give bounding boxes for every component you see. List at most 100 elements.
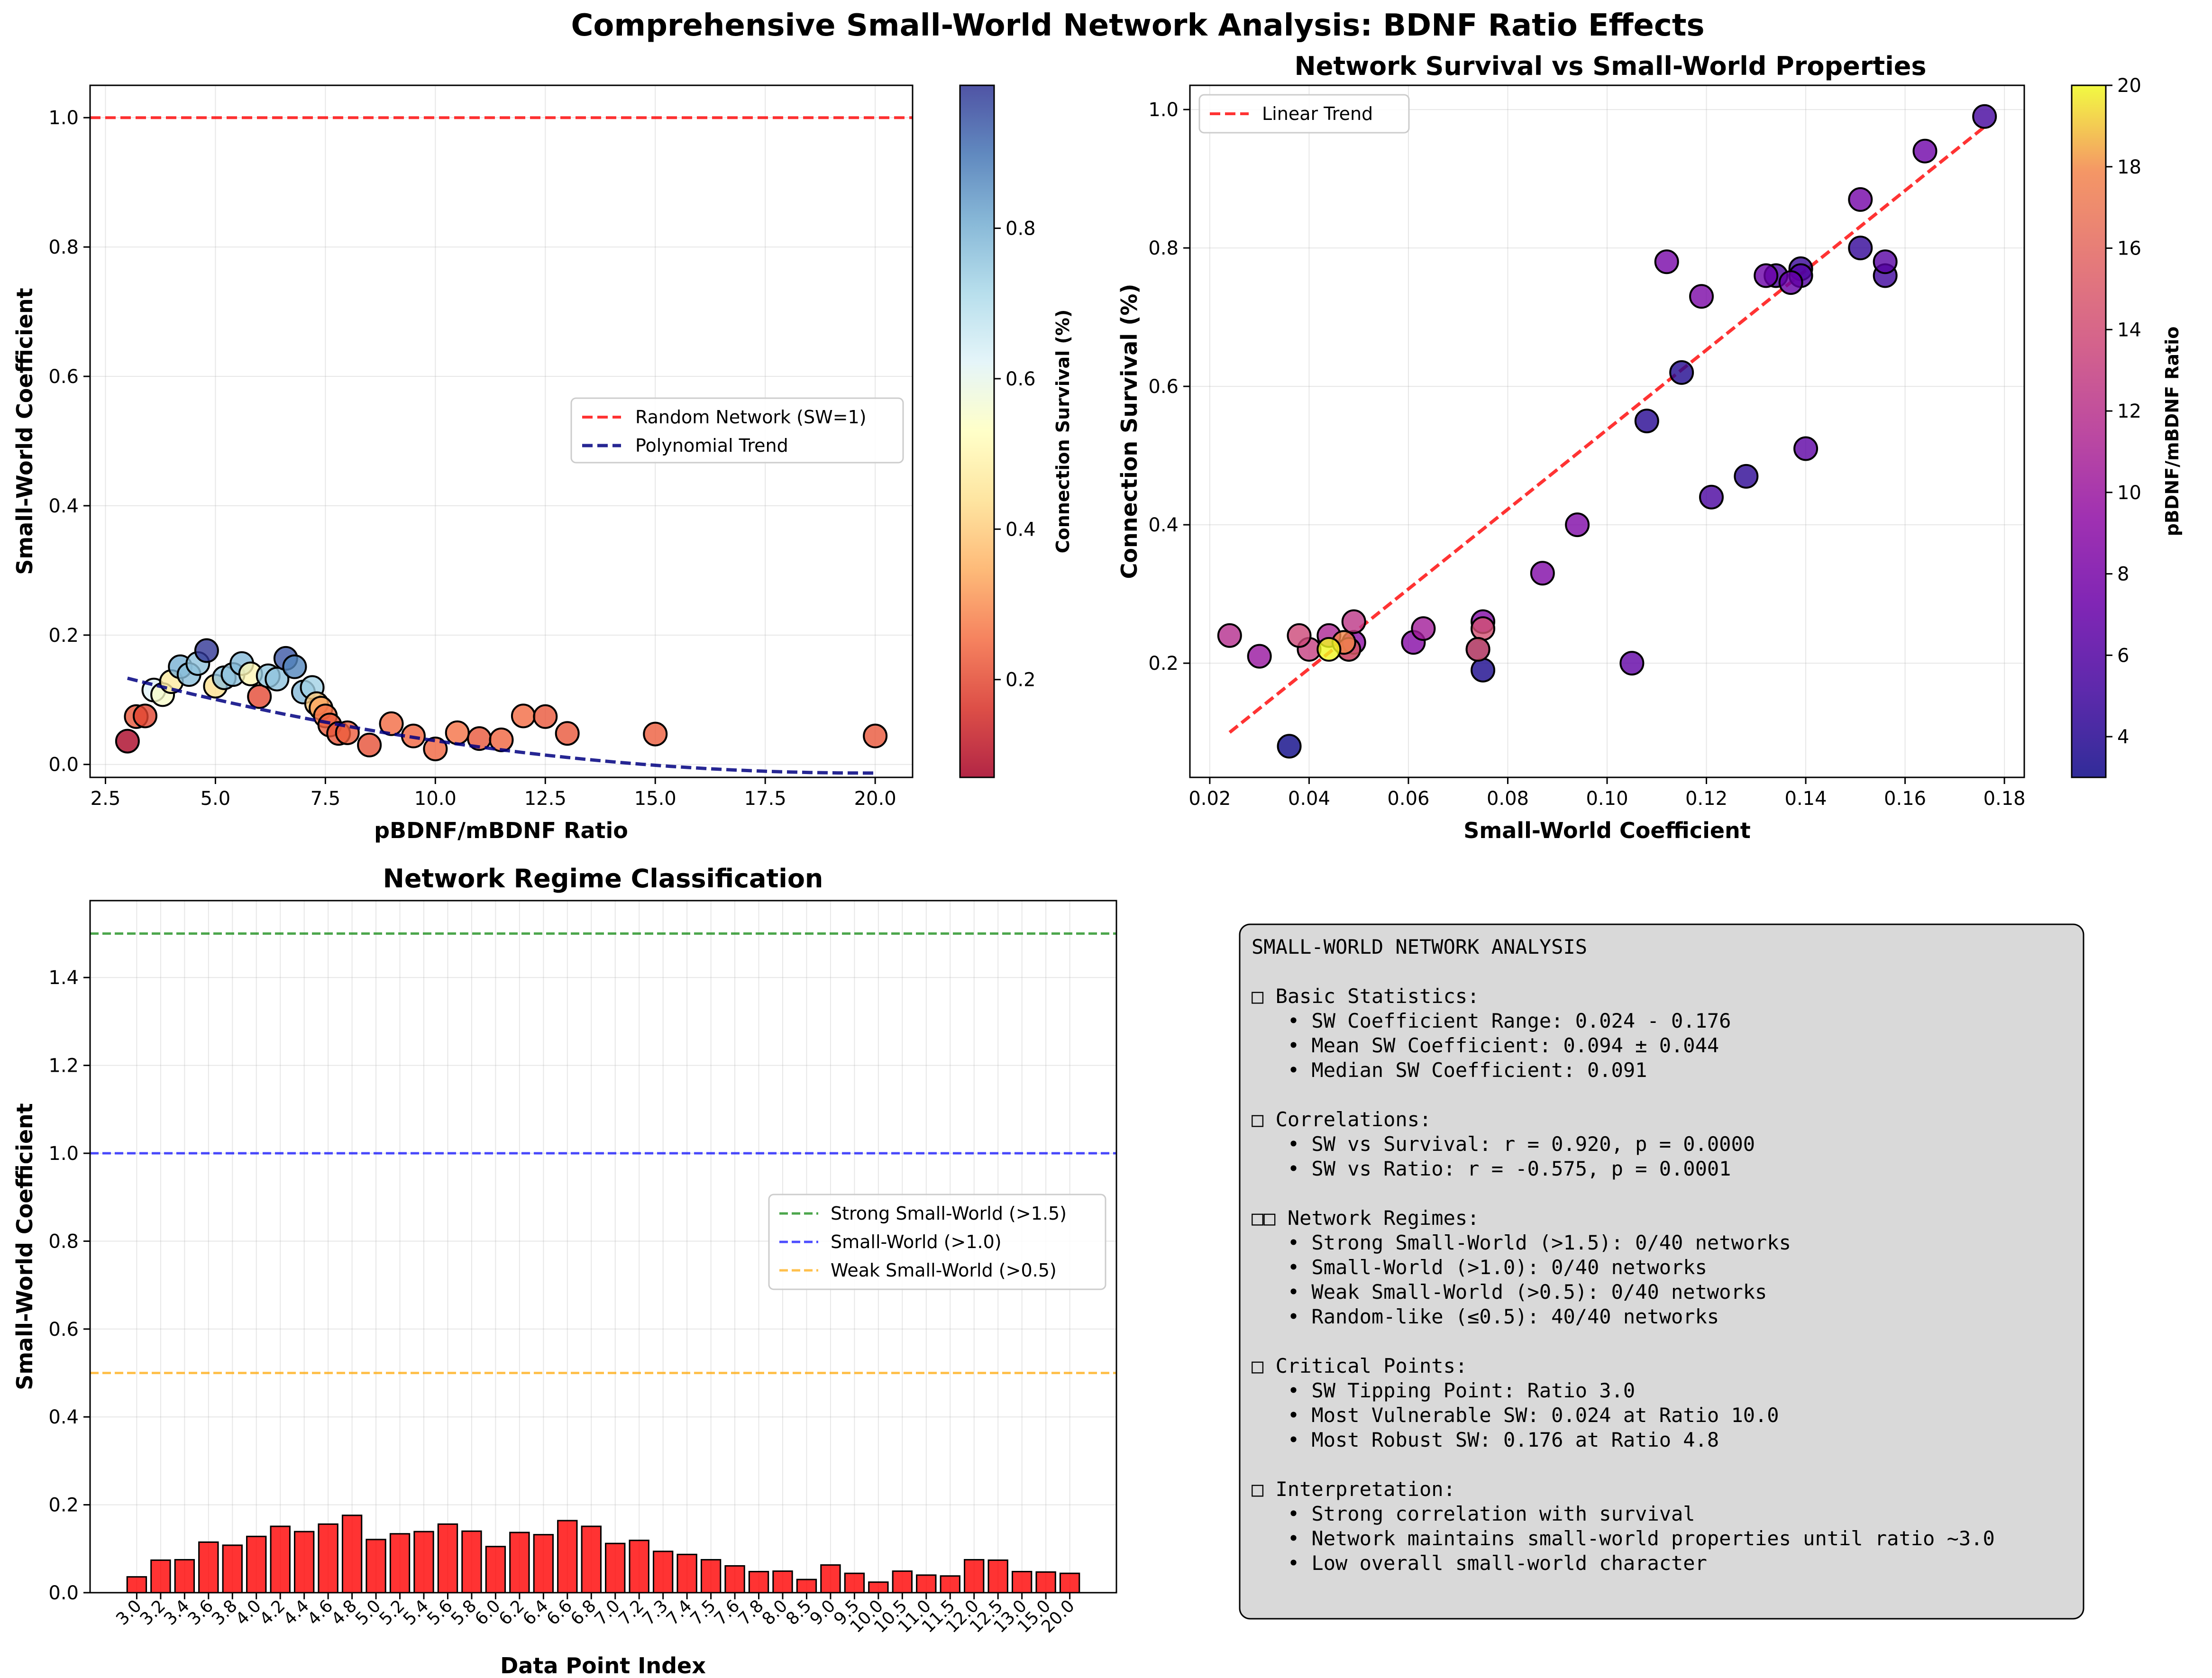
summary-line: • SW Tipping Point: Ratio 3.0 — [1252, 1379, 1635, 1402]
y-tick-label: 1.0 — [1148, 99, 1179, 121]
panel3-legend: Strong Small-World (>1.5) Small-World (>1… — [768, 1194, 1106, 1290]
bar — [844, 1572, 865, 1594]
panel1-legend: Random Network (SW=1) Polynomial Trend — [570, 397, 904, 464]
y-tick-label: 0.0 — [48, 1582, 79, 1604]
data-point — [1848, 187, 1873, 212]
panel1-x-label: pBDNF/mBDNF Ratio — [374, 818, 628, 843]
summary-line: • Network maintains small-world properti… — [1252, 1527, 1995, 1550]
colorbar-tick-label: 6 — [2117, 645, 2129, 666]
y-tick-label: 1.4 — [48, 967, 79, 989]
y-tick-label: 0.0 — [48, 754, 79, 776]
summary-line: • SW Coefficient Range: 0.024 - 0.176 — [1252, 1009, 1731, 1032]
data-point — [1277, 734, 1302, 759]
y-tick-label: 0.4 — [1148, 514, 1179, 536]
summary-line: □ Basic Statistics: — [1252, 985, 1479, 1008]
bar — [533, 1534, 554, 1594]
summary-line: □ Correlations: — [1252, 1108, 1431, 1131]
colorbar-tick-label: 12 — [2117, 401, 2141, 422]
bar — [270, 1525, 291, 1594]
bar — [509, 1532, 530, 1594]
y-tick-label: 1.0 — [48, 1143, 79, 1165]
data-point — [1778, 270, 1803, 295]
data-point — [1316, 637, 1342, 662]
panel1-colorbar: 0.2 0.4 0.6 0.8 Connection Survival (%) — [959, 84, 1073, 778]
x-tick-label: 12.5 — [524, 788, 567, 810]
y-tick-label: 1.2 — [48, 1055, 79, 1077]
colorbar-tick-label: 0.4 — [1005, 519, 1036, 540]
bar — [820, 1564, 841, 1594]
summary-panel: SMALL-WORLD NETWORK ANALYSIS □ Basic Stat… — [1239, 923, 2084, 1620]
summary-line: • Strong Small-World (>1.5): 0/40 networ… — [1252, 1231, 1791, 1254]
panel2-x-ticks: 0.02 0.04 0.06 0.08 0.10 0.12 0.14 0.16 0.18 — [1188, 777, 2026, 810]
legend-label: Random Network (SW=1) — [635, 407, 867, 428]
panel3-y-ticks: 0.0 0.2 0.4 0.6 0.8 1.0 1.2 1.4 — [48, 967, 90, 1604]
data-point — [194, 638, 219, 663]
legend-box — [768, 1194, 1106, 1290]
x-tick-label: 7.5 — [311, 788, 341, 810]
bar — [293, 1531, 315, 1594]
data-point — [132, 703, 157, 729]
panel3-x-label: Data Point Index — [500, 1653, 706, 1678]
data-point — [1619, 651, 1645, 676]
panel3-bars — [126, 1514, 1080, 1594]
panel3-frame — [89, 900, 1117, 1594]
colorbar-tick-label: 20 — [2117, 75, 2141, 97]
panel1-y-label: Small-World Coefficient — [12, 288, 37, 575]
y-tick-label: 1.0 — [48, 107, 79, 129]
y-tick-label: 0.4 — [48, 1406, 79, 1428]
colorbar-label: Connection Survival (%) — [1052, 310, 1073, 553]
bar — [772, 1570, 793, 1594]
data-point — [511, 703, 536, 729]
data-point — [1754, 263, 1779, 288]
bar — [652, 1550, 674, 1594]
summary-line: • SW vs Ratio: r = -0.575, p = 0.0001 — [1252, 1157, 1731, 1180]
y-tick-label: 0.2 — [1148, 653, 1179, 675]
panel3-title: Network Regime Classification — [383, 864, 823, 894]
data-point — [863, 723, 888, 748]
summary-line: • Most Robust SW: 0.176 at Ratio 4.8 — [1252, 1428, 1719, 1451]
data-point — [1873, 249, 1898, 274]
x-tick-label: 5.0 — [201, 788, 231, 810]
data-point — [1848, 236, 1873, 261]
bar — [437, 1523, 458, 1594]
summary-line: SMALL-WORLD NETWORK ANALYSIS — [1252, 935, 1587, 958]
panel2-points — [1217, 104, 1997, 759]
summary-line: • Low overall small-world character — [1252, 1551, 1707, 1575]
bar — [341, 1514, 363, 1594]
bar — [629, 1540, 649, 1594]
data-point — [265, 666, 290, 692]
bar — [676, 1553, 697, 1594]
panel3-x-ticks: 3.03.23.43.63.84.04.24.44.64.85.05.25.45… — [112, 1593, 1079, 1637]
data-point — [643, 721, 668, 747]
y-tick-label: 0.4 — [48, 495, 79, 517]
bar — [174, 1559, 195, 1594]
bar — [605, 1542, 626, 1594]
data-point — [379, 711, 404, 736]
legend-label: Strong Small-World (>1.5) — [831, 1203, 1067, 1224]
data-point — [1689, 284, 1714, 309]
polynomial-trend — [127, 676, 876, 775]
y-tick-label: 0.6 — [1148, 376, 1179, 398]
panel3-threshold-lines — [90, 932, 1116, 1375]
data-point — [533, 704, 558, 729]
summary-text: SMALL-WORLD NETWORK ANALYSIS □ Basic Stat… — [1252, 935, 1995, 1575]
colorbar-tick-label: 14 — [2117, 319, 2141, 341]
bar — [485, 1546, 506, 1594]
panel1-y-ticks: 0.0 0.2 0.4 0.6 0.8 1.0 — [48, 107, 90, 776]
bar — [150, 1559, 171, 1594]
summary-line: □ Critical Points: — [1252, 1354, 1467, 1377]
data-point — [115, 729, 140, 754]
panel1-points — [115, 638, 888, 761]
data-point — [445, 720, 470, 745]
bar — [987, 1559, 1008, 1594]
panel-regime-classification: Network Regime Classification 3.03.23.43… — [12, 864, 1117, 1678]
panel2-x-label: Small-World Coefficient — [1463, 818, 1751, 843]
legend-label: Small-World (>1.0) — [831, 1231, 1002, 1252]
data-point — [555, 721, 580, 746]
data-point — [1247, 644, 1272, 669]
bar — [1035, 1571, 1056, 1594]
y-tick-label: 0.8 — [1148, 237, 1179, 259]
bar — [1059, 1572, 1080, 1594]
panel2-colorbar: 4 6 8 10 12 14 16 18 20 pBDNF/mBDNF Ratio — [2071, 75, 2183, 778]
summary-line: • Random-like (≤0.5): 40/40 networks — [1252, 1305, 1719, 1328]
